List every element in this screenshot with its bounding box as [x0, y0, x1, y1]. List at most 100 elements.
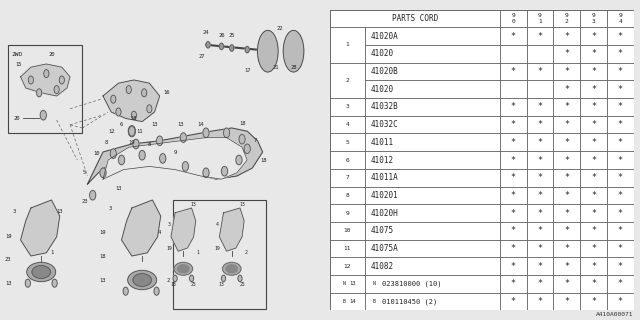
Text: *: *: [618, 156, 623, 164]
Text: 13: 13: [151, 122, 157, 127]
Text: 8: 8: [104, 140, 108, 145]
Text: 13: 13: [5, 281, 12, 286]
Text: *: *: [618, 262, 623, 271]
FancyBboxPatch shape: [554, 45, 580, 63]
Text: *: *: [538, 67, 543, 76]
Text: *: *: [564, 279, 569, 288]
Circle shape: [221, 166, 228, 176]
Text: 13: 13: [219, 282, 225, 287]
Text: 3: 3: [345, 104, 349, 109]
Text: 5: 5: [345, 140, 349, 145]
Polygon shape: [122, 200, 161, 256]
Circle shape: [154, 287, 159, 295]
Text: *: *: [618, 244, 623, 253]
Text: *: *: [618, 67, 623, 76]
Circle shape: [100, 168, 106, 178]
Polygon shape: [103, 138, 247, 179]
Circle shape: [90, 190, 96, 200]
Polygon shape: [20, 64, 70, 96]
Text: *: *: [564, 226, 569, 235]
Text: N: N: [372, 281, 375, 286]
FancyBboxPatch shape: [607, 10, 634, 27]
Text: *: *: [564, 32, 569, 41]
FancyBboxPatch shape: [554, 275, 580, 293]
FancyBboxPatch shape: [365, 27, 500, 45]
FancyBboxPatch shape: [607, 275, 634, 293]
Text: A410A00071: A410A00071: [596, 312, 634, 317]
FancyBboxPatch shape: [330, 293, 365, 310]
Text: 41011: 41011: [371, 138, 394, 147]
FancyBboxPatch shape: [607, 151, 634, 169]
Circle shape: [221, 275, 225, 282]
Text: 9
2: 9 2: [565, 13, 568, 24]
FancyBboxPatch shape: [173, 200, 266, 309]
Circle shape: [131, 111, 136, 119]
FancyBboxPatch shape: [330, 27, 365, 63]
Text: 9: 9: [173, 149, 177, 155]
Text: *: *: [564, 209, 569, 218]
Text: *: *: [538, 102, 543, 111]
Text: *: *: [591, 85, 596, 94]
Text: 5: 5: [83, 170, 86, 175]
Ellipse shape: [27, 262, 56, 282]
Text: *: *: [538, 173, 543, 182]
Text: 1: 1: [345, 43, 349, 47]
FancyBboxPatch shape: [580, 169, 607, 187]
Circle shape: [189, 275, 194, 282]
FancyBboxPatch shape: [527, 63, 554, 80]
Text: 15: 15: [15, 61, 22, 67]
Circle shape: [236, 155, 242, 165]
FancyBboxPatch shape: [365, 257, 500, 275]
FancyBboxPatch shape: [330, 222, 365, 240]
FancyBboxPatch shape: [527, 187, 554, 204]
Text: 41032C: 41032C: [371, 120, 398, 129]
FancyBboxPatch shape: [500, 275, 527, 293]
FancyBboxPatch shape: [554, 187, 580, 204]
FancyBboxPatch shape: [580, 187, 607, 204]
Text: *: *: [618, 297, 623, 306]
Circle shape: [54, 86, 60, 93]
FancyBboxPatch shape: [607, 63, 634, 80]
Text: *: *: [618, 279, 623, 288]
Text: *: *: [511, 209, 516, 218]
Text: *: *: [591, 156, 596, 164]
Text: *: *: [591, 120, 596, 129]
Text: *: *: [618, 120, 623, 129]
Text: 41032B: 41032B: [371, 102, 398, 111]
Text: 26: 26: [218, 33, 225, 38]
FancyBboxPatch shape: [554, 169, 580, 187]
Ellipse shape: [226, 265, 237, 273]
Polygon shape: [103, 80, 159, 122]
Circle shape: [44, 70, 49, 78]
Text: 14: 14: [349, 299, 356, 304]
Circle shape: [182, 162, 189, 171]
FancyBboxPatch shape: [500, 222, 527, 240]
Circle shape: [141, 89, 147, 97]
Text: 12: 12: [343, 264, 351, 269]
FancyBboxPatch shape: [365, 222, 500, 240]
Text: *: *: [564, 138, 569, 147]
Text: *: *: [538, 262, 543, 271]
Circle shape: [139, 150, 145, 160]
Text: 13: 13: [56, 209, 63, 214]
FancyBboxPatch shape: [365, 98, 500, 116]
Text: *: *: [538, 297, 543, 306]
FancyBboxPatch shape: [365, 45, 500, 63]
Circle shape: [129, 126, 135, 136]
FancyBboxPatch shape: [554, 222, 580, 240]
Text: 19: 19: [100, 229, 106, 235]
FancyBboxPatch shape: [527, 293, 554, 310]
FancyBboxPatch shape: [500, 187, 527, 204]
FancyBboxPatch shape: [500, 240, 527, 257]
Text: *: *: [591, 279, 596, 288]
Text: 010110450 (2): 010110450 (2): [382, 298, 438, 305]
Text: *: *: [591, 262, 596, 271]
Text: N: N: [342, 281, 346, 286]
FancyBboxPatch shape: [365, 63, 500, 80]
Text: 25: 25: [191, 282, 196, 287]
FancyBboxPatch shape: [527, 27, 554, 45]
Text: *: *: [591, 297, 596, 306]
Text: 41082: 41082: [371, 262, 394, 271]
Text: *: *: [564, 102, 569, 111]
FancyBboxPatch shape: [330, 63, 365, 98]
